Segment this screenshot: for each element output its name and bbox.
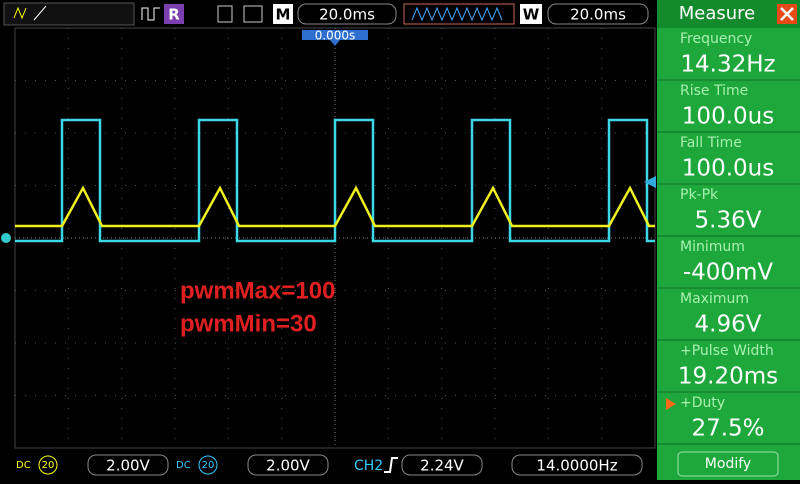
run-mode-icon[interactable]	[164, 4, 184, 24]
modify-label: Modify	[705, 456, 751, 472]
trigger-level: 2.24V	[420, 457, 464, 475]
ch2-trace	[15, 118, 655, 243]
print-icon[interactable]	[243, 5, 263, 23]
toolbar: R M 20.0ms W 20.0ms	[3, 2, 649, 26]
trigger-level-marker	[644, 176, 656, 188]
ch1-scale: 2.00V	[106, 457, 150, 475]
mode-box	[273, 4, 293, 24]
status-bar: DC 20 2.00V DC 20 2.00V CH2 2.24V 14.000…	[0, 450, 657, 480]
measure-label: Pk-Pk	[680, 187, 719, 203]
measure-label: Fall Time	[680, 135, 742, 151]
measure-panel: Measure Modify Frequency 14.32Hz Rise Time…	[657, 0, 800, 480]
mode: M	[276, 6, 291, 24]
edge-icon	[384, 457, 398, 473]
pulse-icon	[141, 7, 160, 21]
trigger-frequency: 14.0000Hz	[536, 457, 617, 475]
measure-value: 27.5%	[691, 416, 764, 442]
measure-label: Minimum	[680, 239, 745, 255]
modify-button[interactable]	[677, 451, 779, 477]
run-mode: R	[168, 6, 180, 24]
timebase: 20.0ms	[319, 6, 375, 24]
trigger-position: 0.000s	[315, 29, 356, 43]
selected-indicator	[666, 398, 676, 410]
waveforms	[15, 118, 655, 243]
trigger-marker	[302, 30, 368, 46]
panel-header	[657, 0, 800, 28]
trigger-source: CH2	[354, 458, 383, 474]
frequency-box	[511, 454, 643, 476]
window-mode-box	[520, 4, 542, 24]
measure-label: Frequency	[680, 31, 752, 47]
annotation: pwmMin=30	[180, 310, 317, 337]
ch2-scale: 2.00V	[266, 457, 310, 475]
annotation: pwmMax=100	[180, 277, 335, 304]
ch1-coupling: DC	[16, 460, 31, 471]
measure-label: +Pulse Width	[680, 343, 774, 359]
ch1-probe: 20	[42, 460, 55, 471]
measure-label: +Duty	[680, 395, 725, 411]
ch1-trace	[15, 185, 655, 228]
icon	[33, 5, 47, 21]
measure-value: 5.36V	[695, 208, 762, 234]
panel-title: Measure	[679, 3, 756, 24]
ch2-marker	[1, 233, 11, 243]
ch2-probe-ring	[198, 455, 218, 475]
window-timebase-box[interactable]	[547, 3, 649, 25]
ch2-probe: 20	[202, 460, 215, 471]
channel-icons[interactable]	[3, 2, 135, 26]
ch2-scale-box[interactable]	[247, 454, 329, 476]
save-icon[interactable]	[217, 5, 233, 23]
measure-value: 100.0us	[682, 156, 774, 182]
window-wave	[411, 6, 503, 22]
measure-label: Maximum	[680, 291, 749, 307]
ch2-coupling: DC	[176, 460, 191, 471]
measure-label: Rise Time	[680, 83, 748, 99]
timebase-box[interactable]	[297, 3, 397, 25]
measure-value: 100.0us	[682, 104, 774, 130]
measure-value: 14.32Hz	[680, 52, 775, 78]
window-timebase: 20.0ms	[570, 6, 626, 24]
ch1-probe-ring	[38, 455, 58, 475]
ch1-scale-box[interactable]	[87, 454, 169, 476]
measure-value: 19.20ms	[678, 364, 778, 390]
icon	[13, 6, 27, 20]
measure-value: 4.96V	[695, 312, 762, 338]
window-mode: W	[523, 6, 540, 24]
measure-value: -400mV	[683, 260, 774, 286]
close-icon	[780, 7, 794, 21]
trigger-level-box[interactable]	[401, 454, 483, 476]
